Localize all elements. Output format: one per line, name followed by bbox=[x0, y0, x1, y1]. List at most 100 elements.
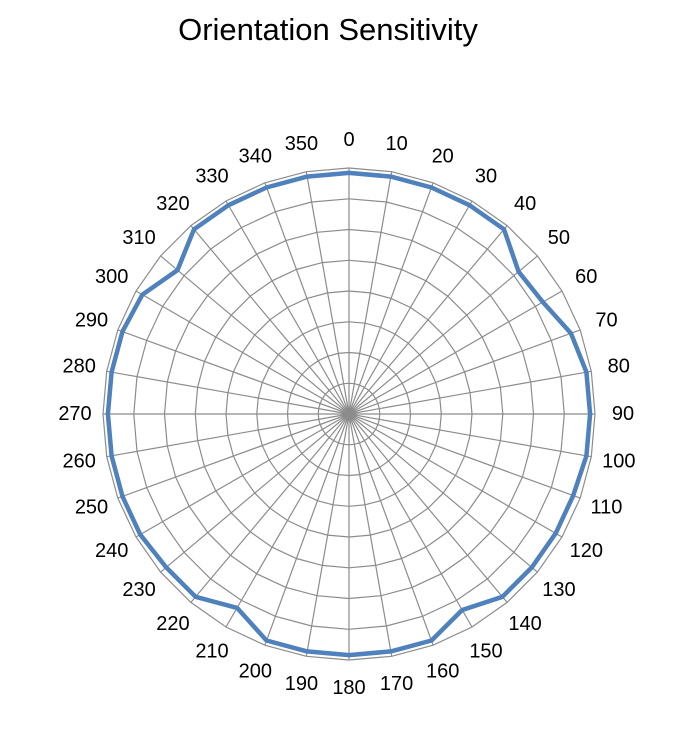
data-point bbox=[517, 270, 521, 274]
angle-label: 320 bbox=[156, 193, 189, 215]
data-point bbox=[110, 454, 114, 458]
angle-label: 270 bbox=[58, 403, 91, 425]
angle-label: 10 bbox=[385, 133, 407, 155]
angle-label: 40 bbox=[514, 193, 536, 215]
series-layer bbox=[105, 170, 593, 658]
angle-label: 190 bbox=[285, 673, 318, 695]
chart-title: Orientation Sensitivity bbox=[178, 12, 478, 47]
angle-label: 210 bbox=[195, 640, 228, 662]
data-point bbox=[502, 227, 506, 231]
data-point bbox=[194, 595, 198, 599]
angle-label: 90 bbox=[612, 403, 634, 425]
angle-label: 60 bbox=[575, 266, 597, 288]
grid-spoke bbox=[348, 370, 592, 415]
grid-spoke bbox=[348, 200, 473, 415]
grid-spoke bbox=[305, 171, 350, 415]
grid-spoke bbox=[264, 413, 350, 646]
grid-spoke bbox=[348, 413, 592, 458]
grid-spoke bbox=[348, 413, 508, 603]
data-point bbox=[192, 227, 196, 231]
angle-label: 20 bbox=[432, 146, 454, 168]
grid-spoke bbox=[348, 413, 473, 628]
angle-label: 180 bbox=[332, 677, 365, 699]
angle-label: 350 bbox=[285, 133, 318, 155]
angle-label: 0 bbox=[343, 129, 354, 151]
grid-spoke bbox=[348, 255, 538, 415]
grid-spoke bbox=[305, 413, 350, 657]
angle-label: 140 bbox=[508, 613, 541, 635]
data-point bbox=[305, 649, 309, 653]
data-point bbox=[584, 454, 588, 458]
grid-spoke bbox=[348, 225, 508, 415]
data-point bbox=[389, 175, 393, 179]
data-point bbox=[347, 653, 351, 657]
grid-spoke bbox=[348, 290, 563, 415]
grid-spoke bbox=[348, 413, 563, 538]
data-point bbox=[121, 330, 124, 333]
angle-label: 330 bbox=[195, 166, 228, 188]
data-point bbox=[106, 412, 110, 416]
data-point bbox=[140, 293, 144, 297]
data-point bbox=[468, 203, 471, 207]
data-point bbox=[138, 533, 142, 536]
angle-label: 240 bbox=[95, 540, 128, 562]
data-point bbox=[569, 331, 573, 335]
data-point bbox=[227, 203, 230, 207]
grid-spoke bbox=[117, 413, 350, 499]
angle-label: 200 bbox=[239, 661, 272, 683]
data-point bbox=[554, 531, 558, 535]
angle-label: 160 bbox=[426, 661, 459, 683]
grid-spoke bbox=[160, 413, 350, 573]
grid-spoke bbox=[190, 413, 350, 603]
polar-grid bbox=[102, 167, 596, 661]
grid-spoke bbox=[135, 290, 350, 415]
angle-label: 120 bbox=[570, 540, 603, 562]
data-point bbox=[121, 495, 124, 498]
angle-label: 50 bbox=[548, 227, 570, 249]
angle-label: 150 bbox=[469, 640, 502, 662]
data-point bbox=[176, 268, 179, 272]
grid-spoke bbox=[190, 225, 350, 415]
angle-label: 170 bbox=[380, 673, 413, 695]
angle-label: 290 bbox=[75, 309, 108, 331]
angle-label: 110 bbox=[591, 497, 623, 519]
grid-spoke bbox=[348, 182, 434, 415]
data-point bbox=[588, 412, 592, 416]
data-point bbox=[430, 186, 433, 189]
grid-spoke bbox=[348, 413, 538, 573]
angle-label: 310 bbox=[122, 227, 155, 249]
grid-spoke bbox=[117, 329, 350, 415]
angle-label: 70 bbox=[595, 309, 617, 331]
angle-label: 280 bbox=[63, 355, 96, 377]
data-point bbox=[164, 565, 168, 569]
angle-label: 230 bbox=[122, 579, 155, 601]
grid-spoke bbox=[264, 182, 350, 415]
grid-spoke bbox=[348, 413, 434, 646]
grid-spoke bbox=[135, 413, 350, 538]
data-point bbox=[430, 639, 433, 642]
data-point bbox=[584, 370, 588, 374]
angle-label: 30 bbox=[475, 166, 497, 188]
data-point bbox=[571, 494, 575, 498]
grid-spoke bbox=[106, 370, 350, 415]
angle-label: 100 bbox=[602, 451, 635, 473]
data-point bbox=[389, 649, 393, 653]
data-point bbox=[265, 639, 268, 642]
grid-spoke bbox=[348, 329, 581, 415]
angle-label: 130 bbox=[542, 579, 575, 601]
grid-spoke bbox=[348, 171, 393, 415]
grid-spoke bbox=[106, 413, 350, 458]
angle-label: 300 bbox=[95, 266, 128, 288]
data-point bbox=[500, 595, 504, 599]
grid-spoke bbox=[225, 413, 350, 628]
data-point bbox=[305, 175, 309, 179]
angle-label: 340 bbox=[239, 146, 272, 168]
data-point bbox=[235, 606, 239, 610]
angle-label: 220 bbox=[156, 613, 189, 635]
data-point bbox=[460, 608, 464, 612]
grid-spoke bbox=[348, 413, 393, 657]
angle-label: 250 bbox=[75, 497, 108, 519]
grid-spoke bbox=[160, 255, 350, 415]
data-point bbox=[265, 186, 268, 189]
